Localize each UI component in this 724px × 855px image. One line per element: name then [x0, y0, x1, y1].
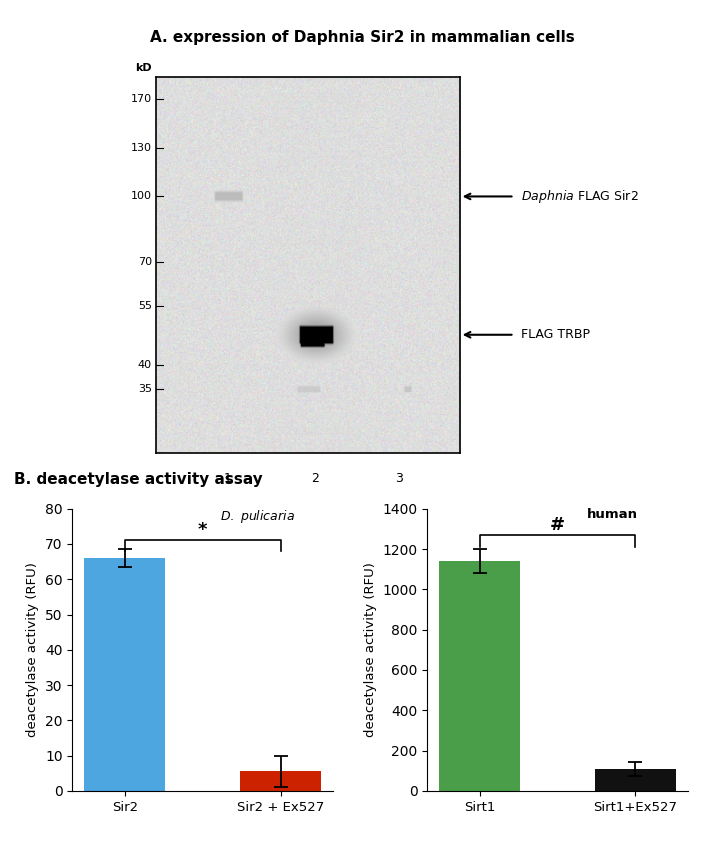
Bar [439, 561, 520, 791]
Text: kD: kD [135, 62, 152, 73]
Text: 2: 2 [311, 472, 319, 485]
Bar [595, 769, 676, 791]
Text: 100: 100 [131, 192, 152, 202]
Text: $\mathit{Daphnia}$ FLAG Sir2: $\mathit{Daphnia}$ FLAG Sir2 [521, 188, 639, 205]
Text: 35: 35 [138, 384, 152, 394]
Text: $\mathbf{\mathit{D.\ pulicaria}}$: $\mathbf{\mathit{D.\ pulicaria}}$ [220, 508, 295, 525]
Y-axis label: deacetylase activity (RFU): deacetylase activity (RFU) [27, 563, 40, 737]
Text: 3: 3 [395, 472, 403, 485]
Text: B. deacetylase activity assay: B. deacetylase activity assay [14, 472, 264, 487]
Text: 170: 170 [131, 94, 152, 104]
Bar [84, 558, 165, 791]
Text: 1: 1 [224, 472, 232, 485]
Text: *: * [198, 521, 208, 539]
Text: human: human [586, 508, 638, 521]
Text: FLAG TRBP: FLAG TRBP [521, 328, 590, 341]
Bar [240, 771, 321, 791]
Text: 40: 40 [138, 360, 152, 369]
Text: 130: 130 [131, 143, 152, 153]
Y-axis label: deacetylase activity (RFU): deacetylase activity (RFU) [363, 563, 376, 737]
Text: 70: 70 [138, 256, 152, 267]
Text: #: # [550, 516, 565, 534]
Text: 55: 55 [138, 301, 152, 311]
Text: A. expression of Daphnia Sir2 in mammalian cells: A. expression of Daphnia Sir2 in mammali… [150, 30, 574, 45]
